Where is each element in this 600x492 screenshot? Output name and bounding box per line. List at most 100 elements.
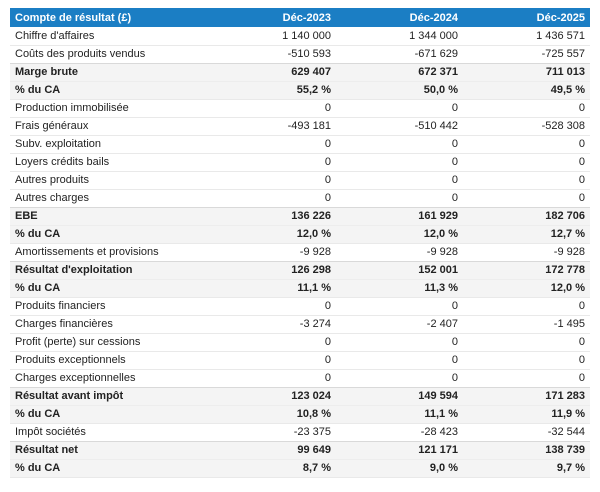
row-label: Chiffre d'affaires: [15, 29, 95, 42]
row-value: 0: [578, 354, 585, 366]
table-row: Chiffre d'affaires 1 140 000 1 344 000 1 43…: [10, 27, 590, 45]
row-value: 1 436 571: [536, 29, 585, 42]
row-label: Impôt sociétés: [15, 426, 86, 438]
row-label: % du CA: [15, 462, 61, 474]
row-label: Loyers crédits bails: [15, 156, 110, 168]
row-label: % du CA: [15, 228, 61, 240]
row-value: 0: [324, 300, 331, 312]
row-value: 12,0 %: [296, 228, 331, 240]
row-label: Résultat d'exploitation: [15, 264, 133, 276]
row-value: 11,1 %: [424, 408, 458, 420]
row-value: -671 629: [414, 48, 458, 60]
row-value: -9 928: [553, 246, 585, 258]
row-value: 11,1 %: [297, 282, 331, 294]
table-row: Résultat avant impôt 123 024 149 594 171 28…: [10, 387, 590, 405]
row-label: % du CA: [15, 282, 61, 294]
table-row: Amortissements et provisions -9 928 -9 928…: [10, 243, 590, 261]
row-value: 1 344 000: [409, 29, 458, 42]
row-label: Amortissements et provisions: [15, 246, 159, 258]
row-value: 171 283: [545, 390, 585, 402]
row-value: 0: [578, 102, 585, 114]
row-value: 0: [578, 336, 585, 348]
row-value: 0: [578, 156, 585, 168]
table-row: Profit (perte) sur cessions 0 0 0: [10, 333, 590, 351]
row-value: 12,7 %: [550, 228, 585, 240]
row-value: 10,8 %: [296, 408, 331, 420]
row-value: 1 140 000: [282, 29, 331, 42]
row-value: 121 171: [418, 444, 458, 456]
row-value: 11,9 %: [551, 408, 585, 420]
row-value: 12,0 %: [423, 228, 458, 240]
column-header-dec-2025: Déc-2025: [463, 8, 590, 27]
row-label: Subv. exploitation: [15, 138, 102, 150]
row-value: -725 557: [541, 48, 585, 60]
row-value: 0: [578, 192, 585, 204]
row-value: 0: [451, 138, 458, 150]
row-label: Produits exceptionnels: [15, 354, 126, 366]
row-value: -510 593: [287, 48, 331, 60]
row-value: 0: [451, 300, 458, 312]
table-row: Production immobilisée 0 0 0: [10, 99, 590, 117]
row-value: 0: [324, 372, 331, 384]
row-value: 136 226: [291, 210, 331, 222]
table-row: Frais généraux -493 181 -510 442 -528 308: [10, 117, 590, 135]
table-row: Charges financières -3 274 -2 407 -1 495: [10, 315, 590, 333]
row-value: -3 274: [299, 318, 331, 330]
table-row: Autres produits 0 0 0: [10, 171, 590, 189]
row-label: Production immobilisée: [15, 102, 129, 114]
row-label: Charges financières: [15, 318, 113, 330]
row-value: 629 407: [291, 66, 331, 78]
table-row: Résultat d'exploitation 126 298 152 001 172…: [10, 261, 590, 279]
row-value: 50,0 %: [423, 84, 458, 96]
row-value: 0: [324, 102, 331, 114]
table-row: % du CA 8,7 % 9,0 % 9,7 %: [10, 459, 590, 477]
table-row: Produits exceptionnels 0 0 0: [10, 351, 590, 369]
row-value: -493 181: [287, 120, 331, 132]
row-label: Résultat net: [15, 444, 78, 456]
row-value: 672 371: [418, 66, 458, 78]
row-value: 0: [451, 102, 458, 114]
row-value: -28 423: [420, 426, 458, 438]
table-row: % du CA 10,8 % 11,1 % 11,9 %: [10, 405, 590, 423]
row-value: 0: [578, 372, 585, 384]
row-value: -32 544: [547, 426, 585, 438]
column-header-dec-2024: Déc-2024: [336, 8, 463, 27]
row-value: 152 001: [418, 264, 458, 276]
row-value: 0: [324, 192, 331, 204]
row-value: 11,3 %: [424, 282, 458, 294]
row-value: 0: [324, 354, 331, 366]
row-label: Produits financiers: [15, 300, 106, 312]
row-value: -9 928: [299, 246, 331, 258]
row-label: EBE: [15, 210, 38, 222]
row-value: 99 649: [297, 444, 331, 456]
row-value: 12,0 %: [550, 282, 585, 294]
row-label: Frais généraux: [15, 120, 89, 132]
row-label: Profit (perte) sur cessions: [15, 336, 141, 348]
row-value: 0: [324, 336, 331, 348]
row-value: 172 778: [545, 264, 585, 276]
row-value: 0: [578, 300, 585, 312]
table-row: % du CA 55,2 % 50,0 % 49,5 %: [10, 81, 590, 99]
row-value: -2 407: [426, 318, 458, 330]
table-row: EBE 136 226 161 929 182 706: [10, 207, 590, 225]
row-value: 9,7 %: [556, 462, 585, 474]
table-row: Marge brute 629 407 672 371 711 013: [10, 63, 590, 81]
row-value: 711 013: [545, 66, 585, 78]
row-value: 161 929: [418, 210, 458, 222]
row-value: 0: [324, 138, 331, 150]
row-value: 0: [451, 372, 458, 384]
row-value: -1 495: [553, 318, 585, 330]
row-value: 123 024: [291, 390, 331, 402]
row-value: -528 308: [541, 120, 585, 132]
table-row: Loyers crédits bails 0 0 0: [10, 153, 590, 171]
row-label: Autres produits: [15, 174, 89, 186]
row-value: 182 706: [545, 210, 585, 222]
row-value: -9 928: [426, 246, 458, 258]
table-body: Chiffre d'affaires 1 140 000 1 344 000 1 43…: [10, 27, 590, 477]
row-value: 0: [451, 336, 458, 348]
row-label: Autres charges: [15, 192, 89, 204]
table-row: % du CA 12,0 % 12,0 % 12,7 %: [10, 225, 590, 243]
row-value: 0: [578, 174, 585, 186]
table-row: Subv. exploitation 0 0 0: [10, 135, 590, 153]
